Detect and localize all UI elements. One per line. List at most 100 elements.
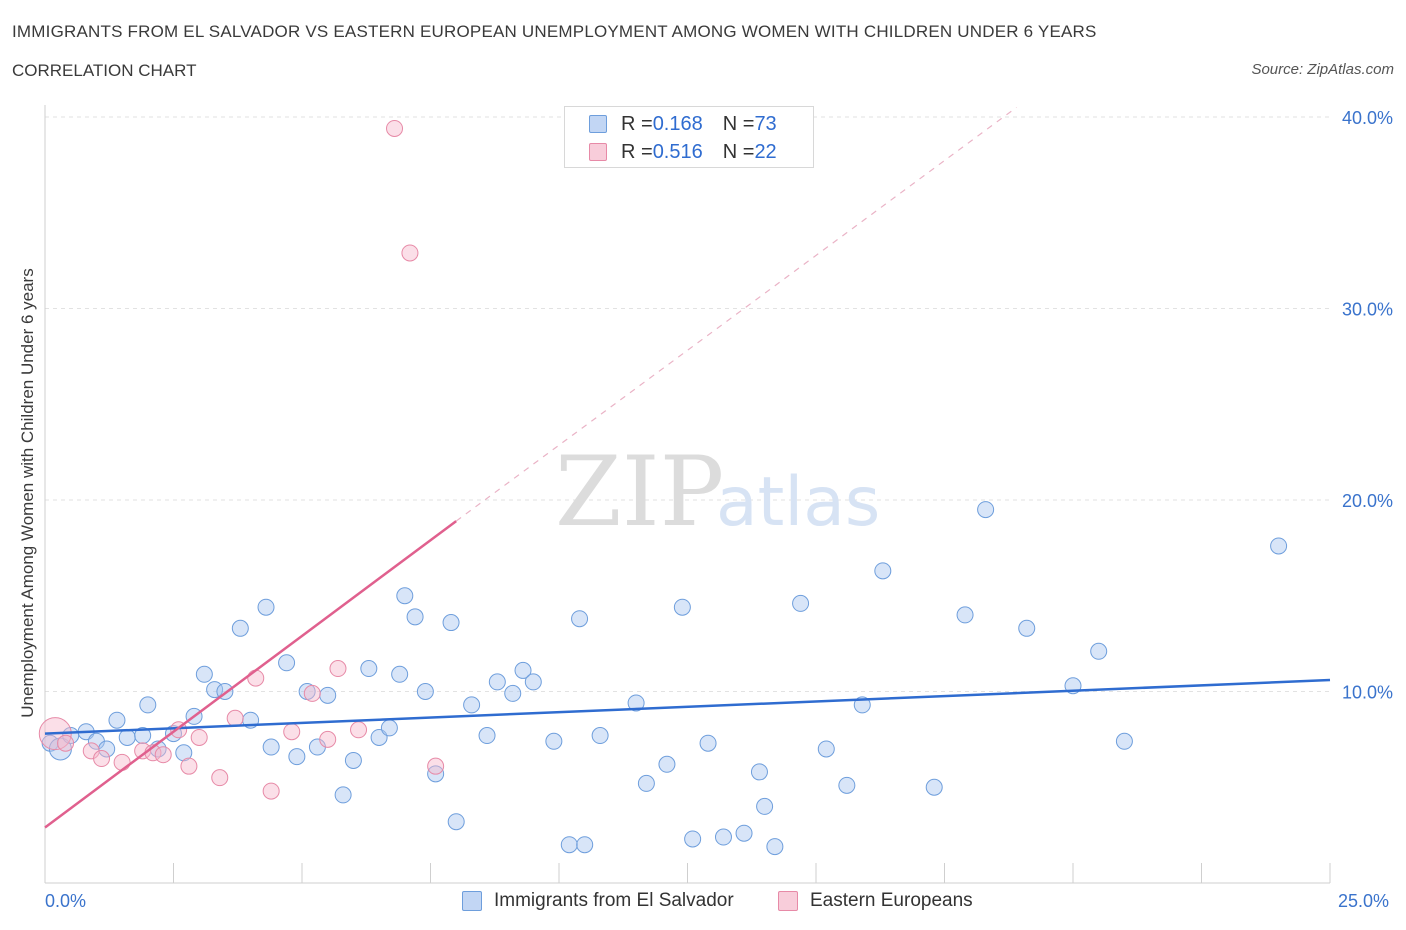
legend-label: Eastern Europeans [810,890,973,911]
point-eastern-europeans [386,119,404,137]
point-el-salvador [360,660,378,678]
legend-label: Immigrants from El Salvador [494,890,734,911]
point-el-salvador [699,734,717,752]
point-el-salvador [1018,619,1036,637]
point-el-salvador [637,774,655,792]
point-el-salvador [684,830,702,848]
point-el-salvador [416,683,434,700]
point-el-salvador [504,684,522,702]
point-eastern-europeans [154,746,172,764]
point-eastern-europeans [134,742,152,760]
point-el-salvador [319,686,337,704]
point-el-salvador [288,748,306,766]
point-el-salvador [1270,537,1288,555]
point-el-salvador [524,673,542,691]
point-el-salvador [925,778,943,796]
series-eastern-europeans [38,119,445,800]
chart-title: IMMIGRANTS FROM EL SALVADOR VS EASTERN E… [12,22,1097,41]
point-eastern-europeans [113,753,131,771]
point-el-salvador [108,711,126,729]
point-el-salvador [344,751,362,769]
y-tick-label: 40.0% [1342,108,1393,128]
point-el-salvador [627,694,645,712]
legend-swatch-pink [589,143,607,161]
point-el-salvador [257,598,275,616]
point-el-salvador [735,824,753,842]
point-el-salvador [175,744,193,762]
point-el-salvador [396,587,414,605]
trend-lines [44,106,1331,829]
legend-swatch-blue [589,115,607,133]
legend-r-value: 0.168 [652,112,703,135]
point-el-salvador [478,727,496,745]
legend-swatch-blue [462,891,482,911]
point-el-salvador [334,786,352,804]
point-el-salvador [442,614,460,632]
point-el-salvador [838,776,856,794]
point-el-salvador [766,838,784,856]
point-el-salvador [278,654,296,672]
stats-legend: R = 0.168 N = 73 R = 0.516 N = 22 [564,106,814,168]
x-tick-min: 0.0% [45,891,87,911]
point-eastern-europeans [190,728,208,746]
point-el-salvador [447,813,465,831]
point-el-salvador [118,728,136,746]
legend-row-eastern-europeans: R = 0.516 N = 22 [589,141,777,163]
legend-r-label: R = [621,140,653,163]
point-eastern-europeans [350,721,368,739]
point-el-salvador [1115,732,1133,750]
point-el-salvador [817,740,835,758]
legend-swatch-pink [778,891,798,911]
point-eastern-europeans [401,244,419,262]
point-el-salvador [571,610,589,628]
y-tick-labels: 10.0% 20.0% 30.0% 40.0% [1342,108,1393,703]
point-el-salvador [576,836,594,854]
series-el-salvador [41,501,1288,856]
point-eastern-europeans [303,684,321,702]
legend-n-value: 22 [754,140,777,163]
point-el-salvador [750,763,768,781]
point-el-salvador [591,727,609,745]
point-el-salvador [977,501,995,519]
point-el-salvador [206,681,224,699]
trend-line-el-salvador [44,678,1331,735]
y-tick-label: 10.0% [1342,683,1393,703]
point-eastern-europeans [283,723,301,741]
point-el-salvador [514,661,532,679]
point-el-salvador [658,755,676,773]
y-tick-label: 20.0% [1342,491,1393,511]
point-eastern-europeans [226,709,244,727]
axes [44,105,1331,884]
point-el-salvador [406,608,424,626]
legend-n-label: N = [722,112,755,135]
watermark-atlas: atlas [716,463,880,542]
x-tick-max: 25.0% [1338,891,1390,911]
watermark-zip: ZIP [555,436,724,548]
watermark: ZIP atlas [555,436,880,548]
point-el-salvador [714,828,732,846]
point-el-salvador [262,738,280,756]
point-el-salvador [139,696,157,714]
y-axis-label: Unemployment Among Women with Children U… [18,268,37,718]
point-eastern-europeans [57,734,75,752]
point-el-salvador [1090,642,1108,660]
point-eastern-europeans [211,769,229,787]
point-el-salvador [560,836,578,854]
trend-line-eastern-europeans [44,520,457,829]
point-eastern-europeans [319,730,337,748]
bottom-legend-el-salvador: Immigrants from El Salvador [462,890,734,912]
point-eastern-europeans [262,782,280,800]
point-el-salvador [956,606,974,624]
point-el-salvador [874,562,892,580]
legend-r-label: R = [621,112,653,135]
point-el-salvador [673,598,691,616]
point-eastern-europeans [427,757,445,775]
y-tick-label: 30.0% [1342,300,1393,320]
point-eastern-europeans [329,660,347,678]
legend-n-value: 73 [754,112,777,135]
source-label: Source: ZipAtlas.com [1251,61,1394,78]
legend-row-el-salvador: R = 0.168 N = 73 [589,113,777,135]
point-el-salvador [391,665,409,683]
point-eastern-europeans [180,757,198,775]
